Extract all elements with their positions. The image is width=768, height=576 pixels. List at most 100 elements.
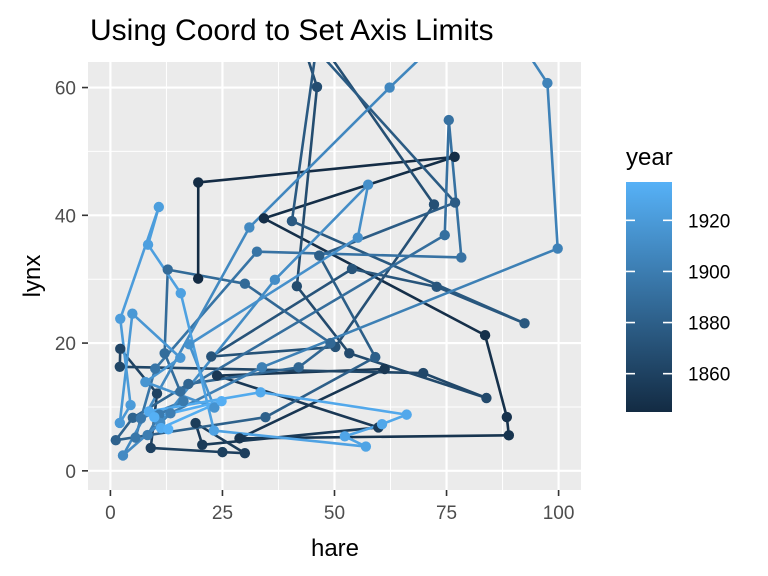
path-segment: [350, 267, 438, 289]
data-point: [352, 232, 364, 243]
data-point: [153, 201, 165, 213]
path-segment: [388, 62, 419, 89]
data-point: [217, 446, 228, 458]
data-point: [125, 399, 136, 411]
data-point: [269, 274, 281, 286]
path-segment: [255, 250, 463, 259]
data-point: [206, 351, 217, 362]
data-point: [501, 411, 513, 423]
data-point: [135, 413, 147, 424]
y-tick-label: 60: [55, 79, 76, 100]
data-point: [311, 81, 323, 93]
x-tick-label: 50: [324, 503, 345, 524]
path-segment: [163, 268, 170, 355]
data-point: [449, 151, 460, 163]
path-segment: [149, 446, 224, 454]
path-segment: [248, 86, 391, 229]
data-point: [192, 273, 204, 284]
data-point: [159, 348, 170, 359]
legend: year 1860 1880 1900 1920: [626, 144, 730, 412]
data-point: [197, 439, 208, 450]
data-point: [142, 239, 154, 250]
x-axis-title: hare: [311, 535, 359, 562]
data-point: [110, 434, 121, 446]
data-point: [255, 387, 266, 398]
data-point: [449, 197, 461, 208]
path-segment: [317, 254, 377, 359]
path-segment: [209, 345, 337, 358]
data-point: [293, 362, 304, 373]
chart-title: Using Coord to Set Axis Limits: [90, 14, 494, 47]
path-segment: [215, 374, 380, 429]
data-point: [291, 281, 303, 292]
data-point: [115, 343, 126, 355]
path-segment: [163, 351, 182, 393]
data-point: [183, 378, 194, 390]
legend-tick-label: 1880: [688, 314, 730, 335]
data-point: [208, 425, 220, 436]
path-segment: [196, 155, 456, 184]
data-point: [165, 408, 176, 419]
data-point: [114, 417, 126, 429]
data-point: [258, 213, 270, 224]
path-segment: [546, 81, 559, 250]
data-point: [209, 402, 220, 413]
data-layer: [110, 62, 563, 461]
data-point: [251, 246, 263, 257]
x-axis: 0 25 50 75 100: [105, 490, 574, 524]
legend-title: year: [626, 144, 673, 171]
path-segment: [200, 426, 380, 447]
data-point: [401, 409, 412, 420]
data-point: [456, 252, 467, 263]
y-axis: 0 20 40 60: [55, 79, 88, 483]
y-tick-label: 0: [65, 462, 76, 483]
data-point: [142, 429, 153, 441]
data-point: [175, 352, 186, 363]
x-tick-label: 0: [105, 503, 116, 524]
path-segment: [131, 312, 182, 360]
x-tick-label: 25: [212, 503, 233, 524]
data-point: [503, 430, 515, 441]
data-point: [325, 337, 336, 349]
path-segment: [447, 118, 463, 259]
legend-colorbar: [626, 182, 672, 412]
data-point: [376, 419, 388, 430]
data-point: [184, 339, 195, 350]
data-point: [431, 281, 442, 293]
data-point: [260, 411, 271, 423]
data-point: [117, 450, 129, 461]
data-point: [481, 392, 492, 404]
data-point: [239, 448, 251, 459]
y-axis-title: lynx: [19, 255, 46, 298]
data-point: [443, 114, 454, 126]
path-segment: [238, 367, 386, 440]
data-point: [163, 424, 174, 435]
path-segment: [114, 415, 267, 442]
path-segment: [290, 62, 316, 223]
data-point: [314, 250, 325, 261]
path-segment: [187, 236, 360, 346]
data-point: [145, 442, 156, 454]
path-segment: [179, 233, 447, 393]
x-tick-label: 100: [543, 503, 575, 524]
data-point: [362, 179, 374, 190]
path-segment: [531, 62, 549, 85]
path-segment: [325, 62, 457, 204]
data-point: [193, 177, 204, 188]
data-point: [519, 318, 530, 329]
data-point: [439, 229, 450, 241]
path-segment: [144, 356, 182, 384]
data-point: [127, 412, 139, 424]
data-point: [127, 308, 138, 319]
data-point: [151, 388, 163, 399]
path-segment: [147, 390, 262, 413]
path-segment: [297, 341, 332, 369]
path-segment: [443, 118, 451, 237]
data-point: [149, 411, 160, 423]
data-point: [244, 222, 255, 233]
x-tick-label: 75: [436, 503, 457, 524]
legend-tick-label: 1900: [688, 262, 730, 283]
data-point: [162, 264, 173, 275]
data-point: [190, 417, 201, 429]
